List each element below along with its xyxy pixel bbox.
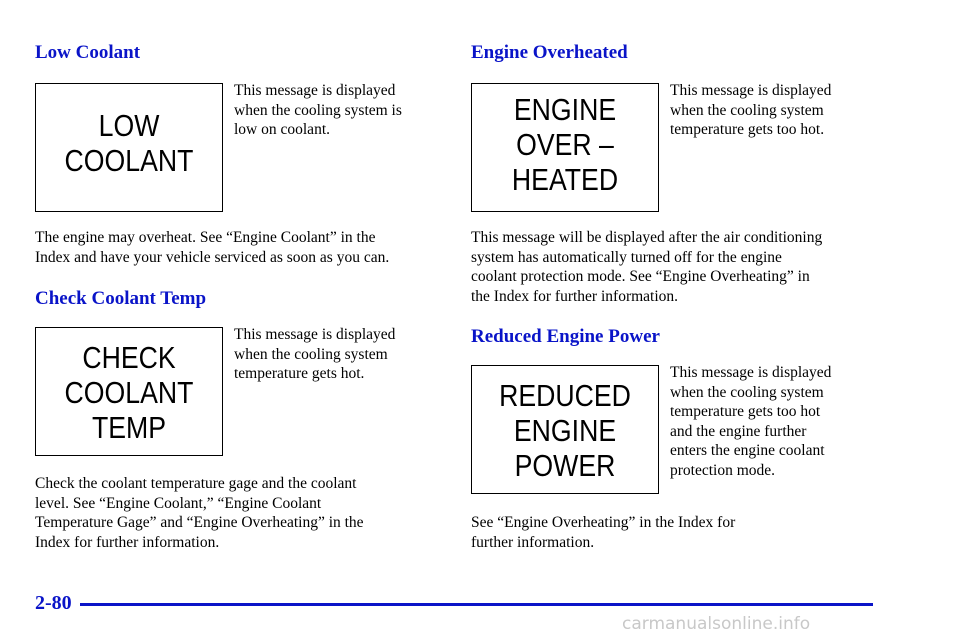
- display-line: OVER –: [516, 127, 614, 162]
- note-line: temperature gets hot.: [234, 365, 365, 383]
- display-line: ENGINE: [513, 413, 617, 448]
- body-line: See “Engine Overheating” in the Index fo…: [471, 514, 736, 531]
- display-line: COOLANT: [64, 143, 194, 178]
- body-line: Check the coolant temperature gage and t…: [35, 475, 357, 492]
- body-line: system has automatically turned off for …: [471, 248, 782, 266]
- section-title: Engine Overheated: [471, 42, 628, 63]
- body-line: The engine may overheat. See “Engine Coo…: [35, 229, 376, 246]
- note-line: protection mode.: [670, 462, 776, 479]
- display-line: CHECK: [82, 340, 176, 375]
- message-display: ENGINE OVER – HEATED: [471, 83, 659, 212]
- note-line: when the cooling system is: [234, 101, 402, 119]
- display-line: REDUCED: [499, 378, 631, 413]
- body-line: coolant protection mode. See “Engine Ove…: [471, 268, 810, 286]
- note-line: and the engine further: [670, 422, 807, 440]
- note-line: enters the engine coolant: [670, 442, 825, 460]
- note-line: This message is displayed: [234, 326, 396, 343]
- note-line: temperature gets too hot: [670, 403, 821, 421]
- note-line: when the cooling system: [670, 383, 824, 401]
- page-number: 2-80: [35, 592, 72, 614]
- note-line: This message is displayed: [670, 364, 832, 381]
- watermark: carmanualsonline.info: [622, 614, 811, 634]
- body-line: further information.: [471, 533, 595, 551]
- note-line: temperature gets too hot.: [670, 121, 825, 139]
- message-display: REDUCED ENGINE POWER: [471, 365, 659, 494]
- note-line: This message is displayed: [234, 82, 396, 99]
- note-line: low on coolant.: [234, 121, 330, 139]
- body-line: the Index for further information.: [471, 287, 679, 305]
- body-line: Temperature Gage” and “Engine Overheatin…: [35, 514, 364, 532]
- message-display: CHECK COOLANT TEMP: [35, 327, 223, 456]
- note-line: when the cooling system: [234, 345, 388, 363]
- section-title: Check Coolant Temp: [35, 288, 207, 309]
- display-line: LOW: [98, 108, 160, 143]
- display-line: ENGINE: [513, 92, 617, 127]
- body-line: Index and have your vehicle serviced as …: [35, 248, 390, 266]
- display-line: COOLANT: [64, 375, 194, 410]
- display-line: TEMP: [91, 410, 167, 445]
- section-title: Reduced Engine Power: [471, 326, 660, 347]
- section-title: Low Coolant: [35, 42, 141, 63]
- note-line: This message is displayed: [670, 82, 832, 99]
- display-line: HEATED: [511, 162, 619, 197]
- message-display: LOW COOLANT: [35, 83, 223, 212]
- body-line: Index for further information.: [35, 533, 220, 551]
- note-line: when the cooling system: [670, 101, 824, 119]
- display-line: POWER: [514, 448, 616, 483]
- body-line: This message will be displayed after the…: [471, 229, 823, 246]
- footer-rule: [80, 603, 873, 606]
- body-line: level. See “Engine Coolant,” “Engine Coo…: [35, 494, 322, 512]
